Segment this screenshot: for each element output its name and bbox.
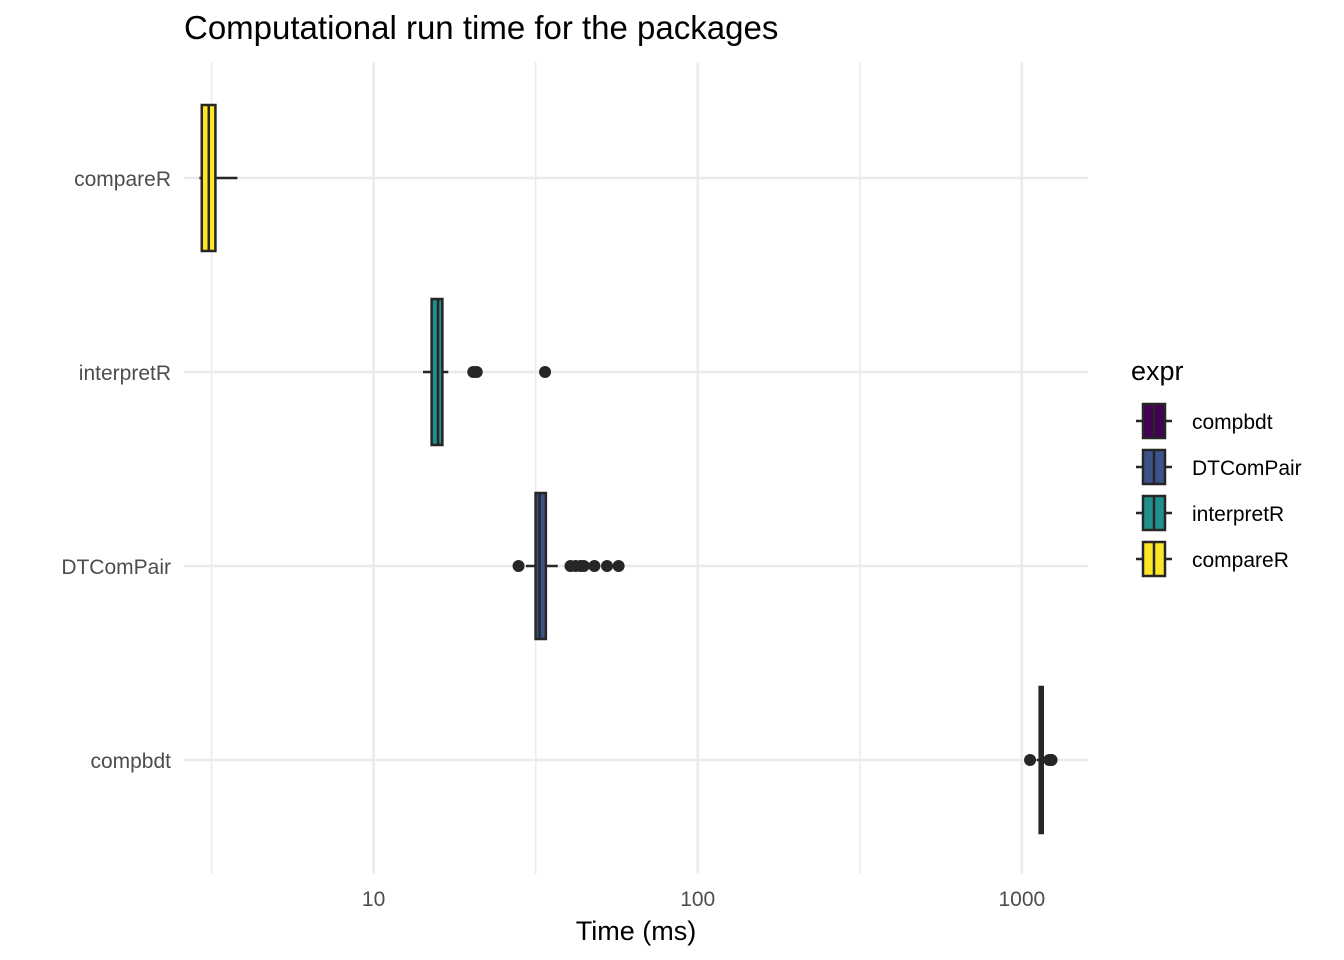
legend-label: compbdt <box>1192 411 1273 434</box>
outlier-point <box>577 560 590 572</box>
x-tick-label: 1000 <box>998 888 1045 911</box>
grid-minor <box>210 62 861 874</box>
box-layer <box>199 103 1058 835</box>
outlier-point <box>512 560 525 572</box>
x-tick-label: 10 <box>362 888 385 911</box>
grid-major <box>184 62 1088 874</box>
legend-item-dtcompair: DTComPair <box>1136 448 1302 486</box>
outlier-point <box>539 366 552 378</box>
outlier-point <box>601 560 614 572</box>
x-tick-label: 100 <box>680 888 715 911</box>
box-compbdt <box>1024 685 1058 835</box>
legend-item-interpretr: interpretR <box>1136 494 1284 532</box>
legend-label: interpretR <box>1192 503 1284 526</box>
legend-item-compbdt: compbdt <box>1136 402 1273 440</box>
outlier-point <box>588 560 601 572</box>
box-interpretr <box>422 297 552 447</box>
y-tick-label: interpretR <box>79 362 171 385</box>
y-tick-label: compbdt <box>90 750 171 773</box>
legend: expr compbdt DTComPair interpretR compareR <box>1131 356 1302 578</box>
outlier-point <box>1024 754 1037 766</box>
chart-title: Computational run time for the packages <box>184 9 778 46</box>
legend-item-comparer: compareR <box>1136 540 1289 578</box>
y-axis-ticks: compareR interpretR DTComPair compbdt <box>61 168 171 773</box>
legend-label: DTComPair <box>1192 457 1302 480</box>
legend-title: expr <box>1131 356 1184 386</box>
outlier-point <box>1045 754 1058 766</box>
outlier-point <box>470 366 483 378</box>
box-comparer <box>199 103 238 253</box>
x-axis-ticks: 10 100 1000 <box>362 888 1045 911</box>
box-dtcompair <box>512 491 625 641</box>
y-tick-label: compareR <box>74 168 171 191</box>
x-axis-label: Time (ms) <box>576 916 696 946</box>
outlier-point <box>612 560 625 572</box>
y-tick-label: DTComPair <box>61 556 171 579</box>
legend-label: compareR <box>1192 549 1289 572</box>
